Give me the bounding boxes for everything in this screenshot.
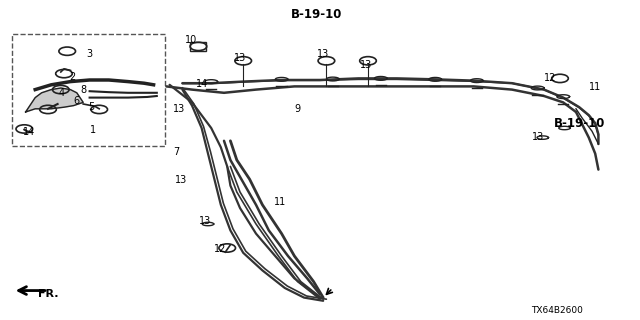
Text: 14: 14 bbox=[195, 79, 208, 89]
Text: 14: 14 bbox=[23, 127, 36, 137]
Bar bbox=[12, 34, 165, 146]
Bar bbox=[191, 42, 206, 51]
Polygon shape bbox=[26, 88, 83, 112]
Text: 13: 13 bbox=[234, 52, 246, 63]
Text: 10: 10 bbox=[184, 35, 197, 45]
Text: 13: 13 bbox=[317, 49, 330, 60]
Text: 9: 9 bbox=[294, 104, 301, 115]
Text: 11: 11 bbox=[589, 82, 602, 92]
Text: 13: 13 bbox=[531, 132, 544, 142]
Text: 12: 12 bbox=[544, 73, 557, 84]
Text: 4: 4 bbox=[59, 88, 65, 98]
Text: 11: 11 bbox=[273, 196, 286, 207]
Text: 2: 2 bbox=[69, 72, 76, 82]
Text: B-19-10: B-19-10 bbox=[554, 117, 605, 130]
Text: TX64B2600: TX64B2600 bbox=[531, 306, 583, 315]
Text: 12: 12 bbox=[214, 244, 227, 254]
Text: 5: 5 bbox=[88, 102, 95, 112]
Text: 13: 13 bbox=[360, 60, 372, 70]
Text: 8: 8 bbox=[80, 84, 86, 95]
Text: 1: 1 bbox=[90, 124, 96, 135]
Text: 13: 13 bbox=[175, 175, 188, 185]
Text: FR.: FR. bbox=[38, 289, 58, 299]
Text: 13: 13 bbox=[173, 104, 186, 115]
Text: B-19-10: B-19-10 bbox=[291, 8, 342, 21]
Text: 7: 7 bbox=[173, 147, 179, 157]
Text: 6: 6 bbox=[74, 96, 80, 106]
Text: 13: 13 bbox=[198, 216, 211, 227]
Text: 3: 3 bbox=[86, 49, 93, 60]
